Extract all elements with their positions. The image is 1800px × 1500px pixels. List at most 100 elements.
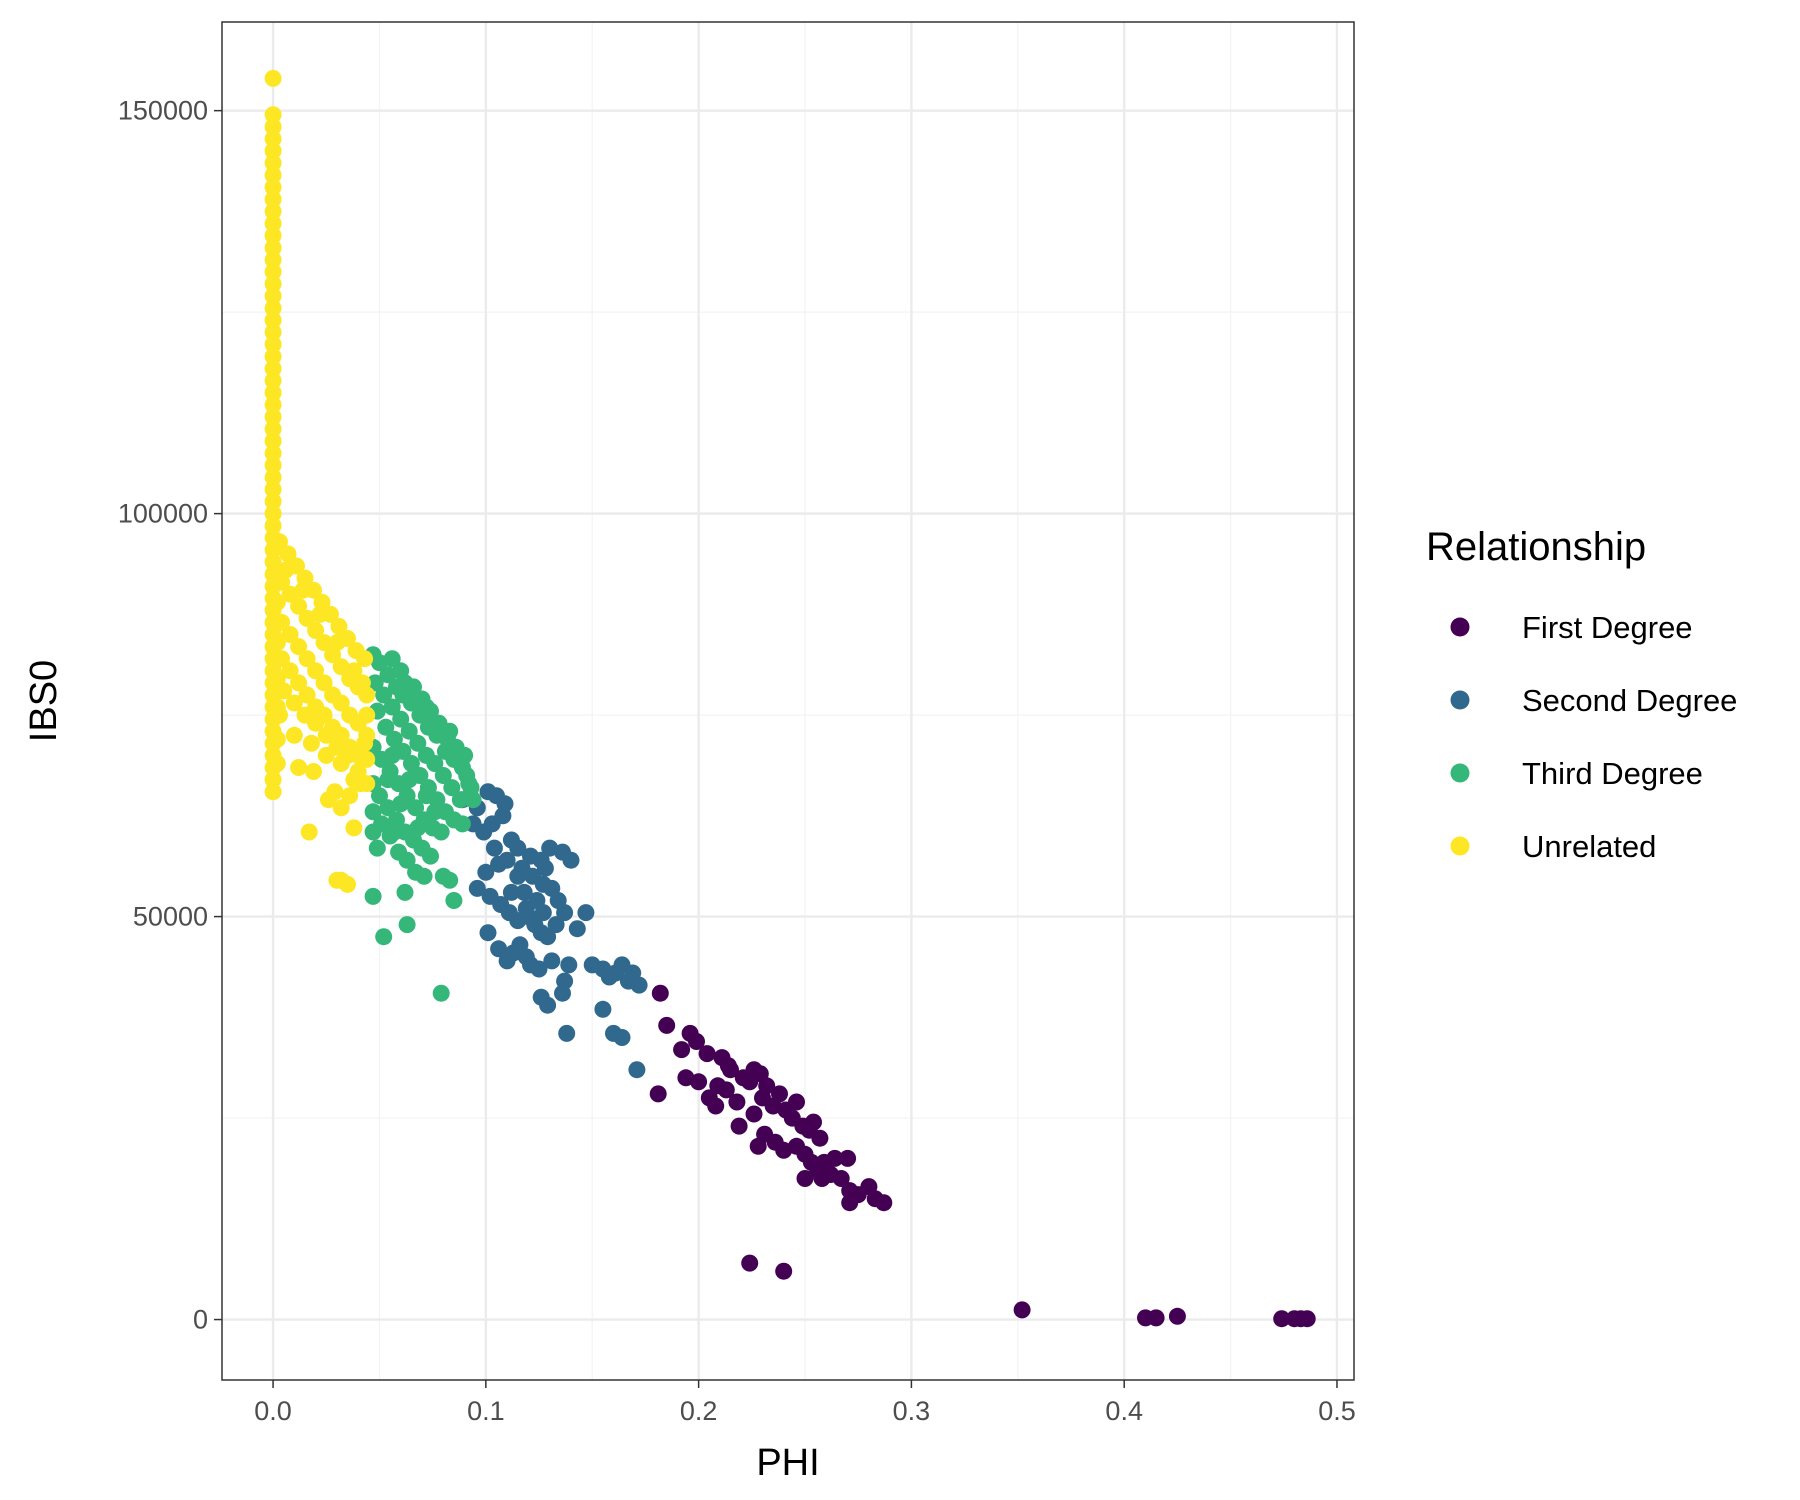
data-point [385, 730, 403, 748]
data-point [315, 674, 333, 692]
x-tick-label: 0.3 [893, 1396, 931, 1426]
data-point [839, 1149, 857, 1167]
data-point [264, 480, 282, 498]
data-point [264, 432, 282, 450]
data-point [264, 311, 282, 329]
data-point [264, 142, 282, 160]
data-point [415, 867, 433, 885]
data-point [477, 863, 495, 881]
y-tick-label: 100000 [118, 499, 208, 529]
data-point [490, 940, 508, 958]
data-point [298, 686, 316, 704]
data-point [353, 674, 371, 692]
data-point [264, 783, 282, 801]
y-axis-title: IBS0 [23, 660, 65, 742]
data-point [268, 670, 286, 688]
data-point [290, 597, 308, 615]
data-point [264, 505, 282, 523]
data-point [315, 634, 333, 652]
data-point [539, 928, 557, 946]
data-point [745, 1105, 763, 1123]
data-point [462, 779, 480, 797]
data-point [560, 956, 578, 974]
data-point [300, 823, 318, 841]
data-point [264, 275, 282, 293]
data-point [630, 976, 648, 994]
data-point [515, 883, 533, 901]
data-point [426, 803, 444, 821]
data-point [264, 299, 282, 317]
data-point [375, 686, 393, 704]
data-point [279, 545, 297, 563]
data-point [400, 771, 418, 789]
data-point [332, 755, 350, 772]
data-point [554, 984, 571, 1002]
data-point [290, 674, 308, 692]
data-point [1168, 1307, 1186, 1325]
data-point [368, 839, 386, 857]
data-point [264, 335, 282, 353]
data-point [358, 706, 376, 724]
data-point [271, 533, 288, 551]
x-tick-label: 0.0 [254, 1396, 292, 1426]
data-point [562, 851, 580, 869]
data-point [302, 734, 320, 752]
data-point [568, 920, 586, 938]
data-point [268, 755, 286, 772]
data-point [409, 819, 427, 837]
data-point [502, 883, 520, 901]
legend-key [1450, 617, 1470, 637]
data-point [264, 468, 282, 486]
legend-label: Third Degree [1522, 756, 1703, 791]
data-point [432, 984, 450, 1002]
y-tick-label: 150000 [118, 96, 208, 126]
data-point [281, 662, 299, 680]
data-point [307, 714, 325, 732]
data-point [290, 638, 308, 656]
data-point [273, 650, 291, 668]
x-axis-title: PHI [756, 1442, 819, 1484]
series-unrelated [264, 69, 376, 893]
y-tick-label: 50000 [133, 902, 208, 932]
data-point [264, 130, 282, 148]
data-point [543, 952, 561, 970]
data-point [332, 694, 350, 712]
data-point [1013, 1301, 1031, 1319]
data-point [264, 263, 282, 281]
data-point [285, 694, 303, 712]
data-point [290, 759, 308, 776]
data-point [485, 839, 503, 857]
data-point [364, 823, 382, 841]
data-point [775, 1141, 793, 1159]
data-point [841, 1194, 859, 1212]
legend: Relationship First Degree Second Degree Th… [1426, 525, 1737, 864]
data-point [345, 662, 363, 680]
data-point [285, 726, 303, 744]
data-point [264, 178, 282, 196]
data-point [375, 928, 393, 946]
data-point [264, 456, 282, 474]
data-point [264, 69, 282, 87]
legend-key [1450, 690, 1470, 710]
data-point [826, 1149, 844, 1167]
data-point [728, 1093, 746, 1111]
data-point [317, 746, 335, 764]
data-point [749, 1137, 767, 1155]
data-point [443, 779, 461, 797]
data-point [468, 879, 486, 897]
data-point [875, 1194, 893, 1212]
data-point [490, 855, 508, 873]
data-point [264, 348, 282, 365]
data-points [264, 69, 1316, 1328]
data-point [441, 871, 459, 889]
data-point [805, 1113, 822, 1131]
data-point [417, 787, 435, 805]
data-point [407, 799, 425, 817]
data-point [396, 674, 414, 692]
data-point [268, 634, 286, 652]
data-point [307, 662, 325, 680]
data-point [392, 795, 410, 813]
data-point [456, 746, 474, 764]
data-point [264, 166, 282, 184]
